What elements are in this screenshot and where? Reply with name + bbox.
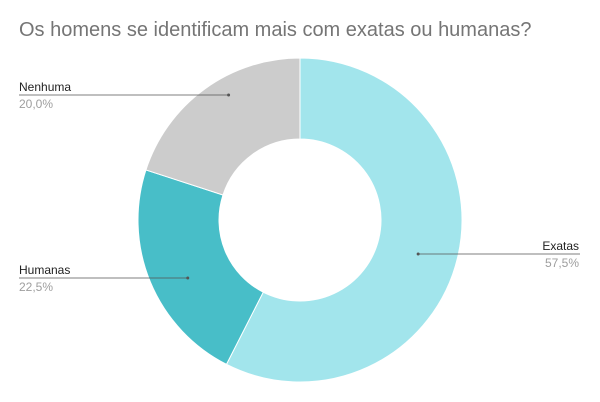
label-name-exatas: Exatas	[542, 239, 579, 253]
slice-humanas	[137, 169, 264, 366]
label-value-nenhuma: 20,0%	[19, 97, 53, 111]
slice-exatas	[225, 57, 463, 383]
label-value-exatas: 57,5%	[545, 256, 579, 270]
label-name-nenhuma: Nenhuma	[19, 80, 71, 94]
leader-dot-exatas	[416, 252, 420, 256]
label-name-humanas: Humanas	[19, 263, 70, 277]
labels-group: Exatas 57,5% Humanas 22,5% Nenhuma 20,0%	[19, 80, 580, 294]
slices-group	[137, 57, 463, 383]
chart-title: Os homens se identificam mais com exatas…	[19, 19, 532, 41]
label-value-humanas: 22,5%	[19, 280, 53, 294]
leader-dot-humanas	[186, 276, 190, 280]
leader-dot-nenhuma	[227, 93, 231, 97]
slice-nenhuma	[145, 57, 301, 196]
